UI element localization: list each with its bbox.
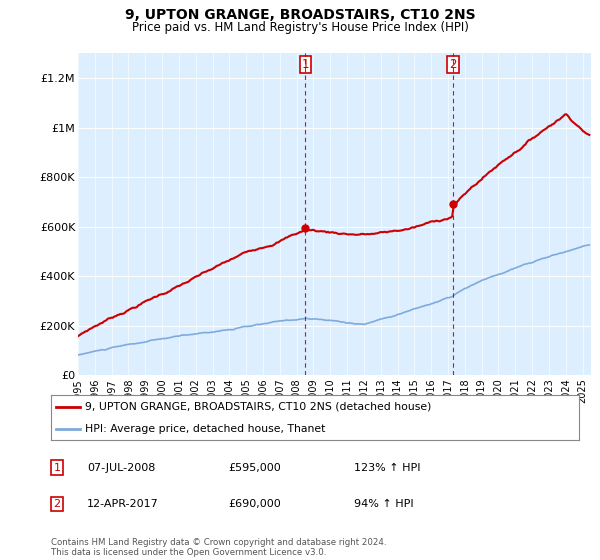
Text: £595,000: £595,000 (228, 463, 281, 473)
Text: Contains HM Land Registry data © Crown copyright and database right 2024.
This d: Contains HM Land Registry data © Crown c… (51, 538, 386, 557)
Text: HPI: Average price, detached house, Thanet: HPI: Average price, detached house, Than… (85, 424, 326, 435)
Text: 1: 1 (53, 463, 61, 473)
Text: 94% ↑ HPI: 94% ↑ HPI (354, 499, 413, 509)
Text: 2: 2 (449, 58, 457, 71)
Text: £690,000: £690,000 (228, 499, 281, 509)
Text: 9, UPTON GRANGE, BROADSTAIRS, CT10 2NS (detached house): 9, UPTON GRANGE, BROADSTAIRS, CT10 2NS (… (85, 402, 431, 412)
Text: 12-APR-2017: 12-APR-2017 (87, 499, 159, 509)
Text: 2: 2 (53, 499, 61, 509)
Text: Price paid vs. HM Land Registry's House Price Index (HPI): Price paid vs. HM Land Registry's House … (131, 21, 469, 34)
Text: 9, UPTON GRANGE, BROADSTAIRS, CT10 2NS: 9, UPTON GRANGE, BROADSTAIRS, CT10 2NS (125, 8, 475, 22)
Text: 123% ↑ HPI: 123% ↑ HPI (354, 463, 421, 473)
Text: 1: 1 (302, 58, 309, 71)
Text: 07-JUL-2008: 07-JUL-2008 (87, 463, 155, 473)
